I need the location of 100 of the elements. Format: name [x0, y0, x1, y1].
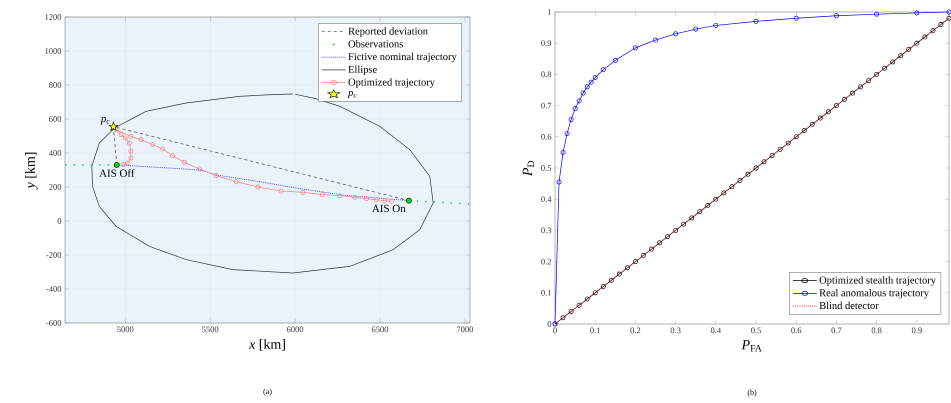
- point: [890, 59, 896, 64]
- point: [337, 193, 342, 198]
- point: [874, 72, 880, 77]
- legend-label: Fictive nominal trajectory: [348, 52, 457, 62]
- x-tick-label: 0.1: [590, 328, 600, 334]
- y-tick-label: 600: [49, 116, 62, 122]
- point: [616, 272, 622, 277]
- point: [568, 117, 574, 122]
- point: [641, 252, 646, 258]
- y-tick-label: 200: [49, 184, 62, 190]
- y-tick-label: 0.5: [541, 165, 552, 171]
- x-tick-label: 0.3: [670, 328, 681, 334]
- y-tick-label: 0.2: [541, 258, 552, 264]
- point: [556, 180, 562, 184]
- y-tick-label: 0.8: [541, 72, 552, 78]
- x-tick-label: 0.8: [872, 328, 882, 334]
- point: [576, 98, 582, 104]
- x-axis-title: x [km]: [248, 339, 285, 351]
- point: [882, 66, 888, 71]
- point: [182, 160, 187, 165]
- point: [126, 140, 132, 146]
- y-tick-label: 400: [48, 150, 62, 156]
- y-tick-label: 1200: [45, 14, 62, 20]
- legend-label: Observations: [348, 40, 403, 48]
- point: [874, 12, 880, 17]
- x-tick-label: 0.7: [831, 328, 842, 334]
- point: [794, 16, 799, 21]
- point: [568, 309, 574, 314]
- point: [842, 96, 847, 102]
- point: [150, 142, 156, 148]
- point: [930, 28, 936, 34]
- x-tick-label: 5500: [202, 326, 218, 332]
- point: [834, 103, 839, 108]
- point: [794, 134, 799, 140]
- legend-label: Blind detector: [819, 302, 879, 310]
- y-tick-label: 0.6: [541, 134, 552, 140]
- point: [754, 18, 758, 24]
- point: [564, 131, 570, 136]
- point: [278, 188, 284, 194]
- y-tick-label: -600: [46, 320, 62, 326]
- x-tick-label: 7000: [457, 326, 474, 332]
- point: [657, 240, 662, 246]
- point: [234, 179, 239, 184]
- point: [588, 80, 594, 85]
- point: [214, 173, 219, 178]
- y-tick-label: 0.1: [541, 290, 551, 296]
- point: [128, 148, 134, 154]
- legend-label: Optimized stealth trajectory: [820, 276, 936, 286]
- annotation: p$_{c}$: [100, 116, 110, 124]
- point: [826, 109, 831, 114]
- point: [818, 116, 823, 121]
- point: [649, 246, 654, 252]
- point: [382, 198, 388, 204]
- point: [705, 203, 710, 208]
- point: [810, 122, 815, 127]
- point: [576, 302, 582, 308]
- point: [673, 31, 678, 36]
- point: [128, 134, 134, 139]
- point: [624, 265, 630, 270]
- y-tick-label: -400: [46, 286, 62, 292]
- point: [572, 106, 578, 112]
- point: [673, 228, 678, 233]
- point: [122, 136, 128, 140]
- point: [713, 22, 718, 28]
- y-tick-label: 0: [548, 321, 552, 327]
- y-axis-title: y [km]: [25, 152, 38, 190]
- y-tick-label: 0.4: [541, 196, 552, 202]
- annotation: AIS Off: [99, 169, 134, 177]
- legend-label: Optimized trajectory: [348, 78, 435, 88]
- x-tick-label: 0.4: [710, 328, 721, 334]
- point: [114, 162, 120, 168]
- point: [160, 146, 166, 152]
- point: [898, 53, 904, 58]
- y-tick-label: -200: [46, 252, 62, 258]
- point: [560, 150, 566, 155]
- y-tick-label: 0: [58, 218, 62, 224]
- point: [729, 184, 734, 190]
- point: [738, 178, 742, 183]
- point: [108, 122, 118, 131]
- point: [255, 184, 260, 190]
- y-tick-label: 1000: [45, 48, 62, 54]
- point: [560, 315, 566, 320]
- point: [608, 278, 614, 283]
- point: [786, 140, 791, 146]
- point: [114, 127, 118, 132]
- point: [697, 209, 702, 214]
- x-tick-label: 0: [553, 328, 557, 334]
- point: [914, 10, 920, 16]
- point: [802, 128, 807, 133]
- x-tick-label: 0.6: [791, 328, 802, 334]
- legend-label: p$_{c}$: [347, 90, 356, 98]
- y-tick-label: 1: [548, 9, 551, 15]
- annotation: AIS On: [372, 204, 406, 212]
- point: [600, 67, 606, 72]
- legend-label: Ellipse: [348, 66, 377, 75]
- point: [592, 75, 598, 80]
- x-tick-label: 6500: [372, 326, 388, 332]
- point: [406, 198, 412, 204]
- y-tick-label: 0.7: [541, 102, 552, 108]
- point: [681, 222, 686, 227]
